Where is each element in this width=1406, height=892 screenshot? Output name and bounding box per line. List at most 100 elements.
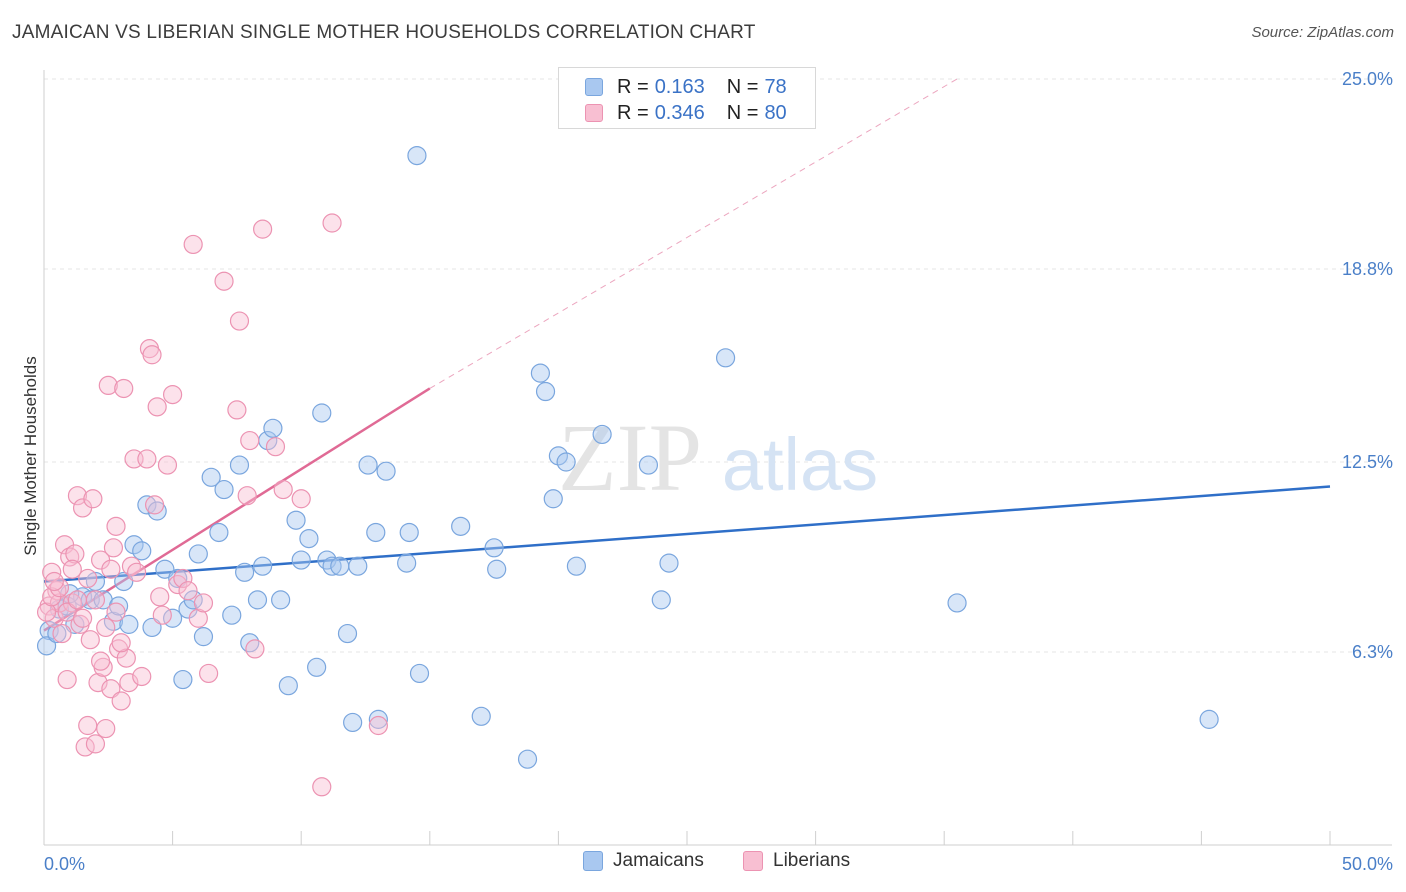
liberian-point — [44, 571, 64, 592]
liberian-point — [368, 715, 388, 736]
liberian-point — [60, 547, 80, 567]
stats-legend: R = 0.163 N = 78 R = 0.346 N = 80 — [558, 67, 816, 129]
trend-lines — [43, 78, 1331, 632]
jamaican-point — [530, 363, 550, 383]
liberian-point — [103, 538, 124, 558]
jamaican-point — [291, 550, 311, 570]
jamaican-point — [137, 495, 157, 515]
jamaican-point — [253, 556, 273, 576]
jamaican-trend-line — [43, 485, 1331, 583]
r-value: 0.346 — [654, 101, 705, 124]
jamaican-point — [142, 617, 162, 638]
n-label: N = — [726, 101, 759, 124]
jamaican-point — [271, 590, 291, 610]
jamaican-point — [397, 553, 417, 573]
liberian-point — [67, 486, 88, 506]
jamaican-point — [484, 538, 504, 558]
jamaican-point — [168, 568, 188, 589]
liberian-point — [96, 617, 116, 638]
x-tick-label: 50.0% — [1342, 854, 1393, 874]
y-tick-label: 6.3% — [1352, 642, 1393, 662]
jamaican-point — [715, 348, 736, 368]
liberian-point — [237, 486, 257, 506]
jamaican-point — [592, 424, 612, 445]
liberian-point — [98, 375, 118, 395]
jamaican-point — [124, 535, 144, 555]
jamaican-point — [188, 544, 208, 564]
jamaican-point — [343, 712, 363, 733]
liberian-point — [193, 593, 214, 613]
liberians-swatch — [585, 104, 603, 122]
r-label: R = — [617, 75, 649, 98]
liberian-point — [163, 384, 183, 405]
legend-item-liberians[interactable]: Liberians — [743, 850, 850, 872]
liberians-legend-label: Liberians — [773, 850, 851, 871]
liberian-point — [80, 630, 100, 650]
jamaican-point — [278, 676, 298, 696]
jamaican-point — [209, 522, 229, 543]
liberian-point — [111, 633, 131, 653]
jamaicans-legend-label: Jamaicans — [613, 850, 704, 871]
liberian-point — [52, 623, 72, 644]
jamaican-point — [193, 627, 214, 647]
liberian-point — [168, 574, 188, 595]
jamaican-point — [47, 623, 67, 644]
jamaican-point — [651, 590, 671, 610]
y-axis-label: Single Mother Households — [21, 356, 40, 555]
jamaican-point — [214, 479, 234, 500]
jamaican-point — [947, 593, 967, 613]
jamaican-point — [173, 669, 193, 690]
jamaican-point — [638, 455, 659, 475]
liberian-point — [85, 590, 106, 610]
liberian-point — [36, 602, 57, 622]
tick-labels: 6.3% 12.5% 18.8% 25.0% 0.0% 50.0% — [44, 69, 1393, 874]
jamaican-point — [366, 522, 386, 543]
jamaican-point — [312, 403, 332, 423]
jamaican-point — [659, 553, 679, 573]
liberian-point — [101, 679, 121, 699]
liberian-point — [157, 455, 178, 475]
liberian-point — [240, 430, 260, 451]
jamaican-point — [330, 556, 350, 576]
liberian-point — [106, 602, 126, 622]
jamaican-point — [535, 381, 556, 402]
liberian-point — [144, 495, 165, 515]
jamaicans-swatch — [585, 78, 603, 96]
liberian-point — [137, 449, 157, 469]
jamaican-point — [407, 146, 427, 166]
liberian-point — [273, 479, 293, 500]
axes — [43, 70, 1392, 846]
n-value: 78 — [764, 75, 787, 98]
liberian-point — [265, 437, 286, 457]
n-value: 80 — [764, 101, 787, 124]
watermark-zip: ZIP — [558, 404, 702, 511]
jamaican-point — [240, 633, 260, 653]
liberian-trend-line — [43, 387, 431, 632]
jamaican-point — [487, 559, 507, 579]
jamaican-point — [376, 461, 396, 481]
jamaican-point — [548, 446, 569, 466]
jamaican-point — [358, 455, 378, 475]
jamaican-point — [201, 467, 221, 487]
r-value: 0.163 — [654, 75, 705, 98]
watermark: ZIP atlas — [558, 404, 878, 511]
legend-item-jamaicans[interactable]: Jamaicans — [583, 850, 704, 872]
jamaican-point — [543, 489, 563, 509]
liberian-point — [173, 568, 193, 589]
jamaican-point — [471, 706, 491, 726]
jamaican-point — [322, 556, 342, 576]
jamaican-point — [263, 418, 283, 438]
liberian-point — [49, 578, 70, 598]
stats-row-liberians: R = 0.346 N = 80 — [585, 101, 787, 125]
y-tick-label: 25.0% — [1342, 69, 1393, 89]
liberian-point — [178, 581, 198, 601]
jamaican-point — [348, 556, 368, 576]
jamaican-point — [399, 522, 419, 543]
liberian-point — [142, 345, 162, 365]
jamaican-point — [132, 541, 152, 561]
liberian-point — [312, 777, 332, 797]
liberian-point — [126, 562, 147, 582]
liberian-point — [147, 397, 167, 417]
liberian-point — [322, 213, 342, 233]
jamaican-point — [229, 455, 250, 475]
